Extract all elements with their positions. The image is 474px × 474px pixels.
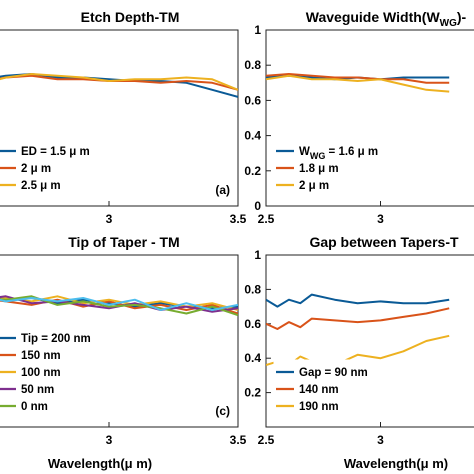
x-tick-label: 3 <box>377 433 384 447</box>
x-tick-label: 2.5 <box>258 212 275 226</box>
series-line-1 <box>0 73 238 98</box>
panel-4: 2.5 3 0.2 0.4 0.6 0.8 1 Gap between Tapers-T Wav… <box>244 234 474 471</box>
legend: WWG = 1.6 μ m 1.8 μ m 2 μ m <box>273 138 403 197</box>
series-line-2 <box>266 307 450 330</box>
y-tick-label: 0.4 <box>244 351 261 365</box>
series-line-3 <box>0 73 238 91</box>
legend: ED = 1.5 μ m 2 μ m 2.5 μ m <box>0 138 109 197</box>
chart-title: Gap between Tapers-T <box>309 234 459 250</box>
legend-label: 0 nm <box>21 401 48 413</box>
series-line-6 <box>0 297 238 311</box>
chart-title: Waveguide Width(WWG)- <box>306 9 467 29</box>
legend: Tip = 200 nm 150 nm 100 nm 50 nm 0 nm <box>0 325 109 418</box>
legend-label: 2 μ m <box>21 163 51 175</box>
legend-box <box>0 138 109 197</box>
y-tick-label: 1 <box>254 248 261 262</box>
y-tick-label: 0.6 <box>244 317 261 331</box>
legend-label: Tip = 200 nm <box>21 333 91 345</box>
series-line-3 <box>266 74 450 93</box>
legend: Gap = 90 nm 140 nm 190 nm <box>273 359 393 418</box>
legend-label: 50 nm <box>21 384 54 396</box>
panel-label: (a) <box>215 183 230 197</box>
legend-label: WWG = 1.6 μ m <box>299 146 378 161</box>
x-axis-label: Wavelength(μ m) <box>48 456 152 471</box>
y-tick-label: 0.6 <box>244 93 261 107</box>
series-line-4 <box>0 295 238 313</box>
legend-box <box>273 138 403 197</box>
chart-title: Tip of Taper - TM <box>68 234 179 250</box>
series-line-2 <box>266 73 450 84</box>
legend-label: 1.8 μ m <box>299 163 339 175</box>
y-tick-label: 0.4 <box>244 129 261 143</box>
legend-label: 190 nm <box>299 401 339 413</box>
panel-2: 2.5 3 0 0.2 0.4 0.6 0.8 1 <box>244 23 474 226</box>
legend-label: 150 nm <box>21 350 61 362</box>
legend-label: 2.5 μ m <box>21 180 61 192</box>
legend-label: 100 nm <box>21 367 61 379</box>
y-tick-label: 0.8 <box>244 282 261 296</box>
panel-1: 3 3.5 Etch Depth-TM (a) <box>0 9 247 226</box>
legend-label: 140 nm <box>299 384 339 396</box>
chart-title: Etch Depth-TM <box>81 9 180 25</box>
legend-box <box>0 325 109 418</box>
x-tick-label: 3 <box>377 212 384 226</box>
x-tick-label: 3 <box>106 433 113 447</box>
x-axis-label: Wavelength(μ m) <box>344 456 448 471</box>
y-tick-label: 0.2 <box>244 164 261 178</box>
y-tick-label: 0 <box>254 199 261 213</box>
series-line-1 <box>266 293 450 308</box>
y-tick-label: 1 <box>254 23 261 37</box>
x-tick-label: 3.5 <box>230 212 247 226</box>
panel-label: (c) <box>215 404 230 418</box>
x-tick-label: 3.5 <box>230 433 247 447</box>
series-line-5 <box>0 295 238 317</box>
legend-label: ED = 1.5 μ m <box>21 146 90 158</box>
legend-label: Gap = 90 nm <box>299 367 368 379</box>
panel-3: 3 3.5 Tip of Taper - TM Wavelength(μ m) (c) <box>0 234 247 471</box>
y-tick-label: 0.8 <box>244 58 261 72</box>
legend-label: 2 μ m <box>299 180 329 192</box>
x-tick-label: 3 <box>106 212 113 226</box>
x-tick-label: 2.5 <box>258 433 275 447</box>
y-tick-label: 0.2 <box>244 386 261 400</box>
